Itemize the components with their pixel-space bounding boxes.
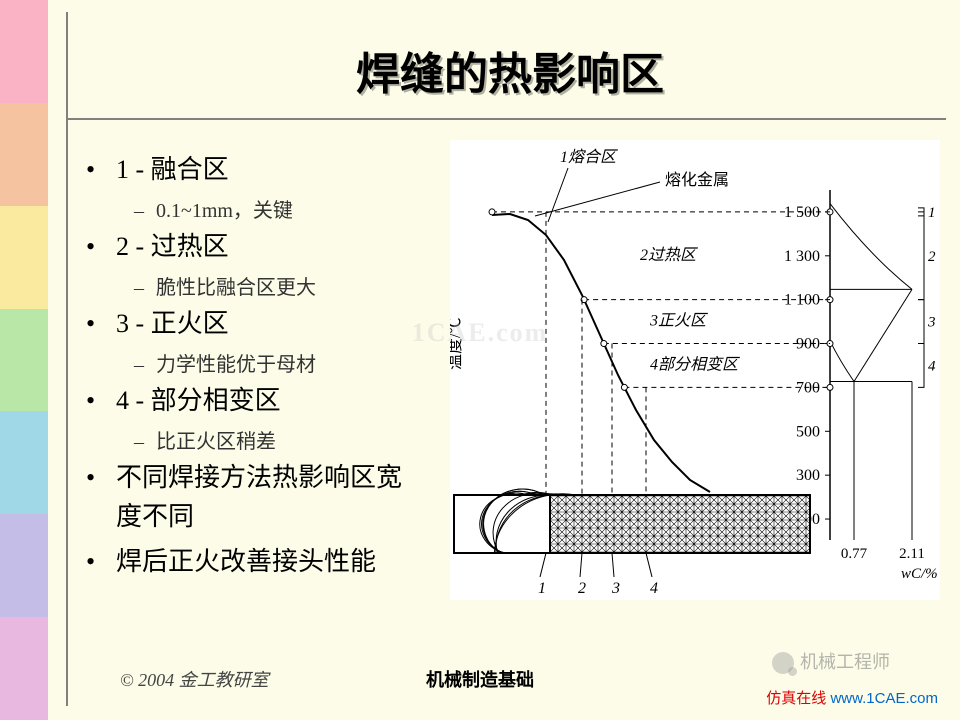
rainbow-segment <box>0 514 48 617</box>
haz-diagram: 1003005007009001 1001 3001 500温度/℃0.772.… <box>450 140 940 600</box>
bullet-label: 3 - 正火区 <box>116 304 416 343</box>
sub-list: 脆性比融合区更大 <box>134 272 436 304</box>
svg-text:3: 3 <box>611 580 620 597</box>
sub-list: 0.1~1mm，关键 <box>134 195 436 227</box>
bullet-item: 1 - 融合区 <box>86 150 436 189</box>
svg-text:0.77: 0.77 <box>841 546 868 562</box>
horizontal-rule <box>66 118 946 120</box>
svg-text:1熔合区: 1熔合区 <box>560 148 618 166</box>
svg-text:1 300: 1 300 <box>784 248 820 265</box>
svg-text:700: 700 <box>796 379 820 396</box>
rainbow-segment <box>0 206 48 309</box>
sub-list: 力学性能优于母材 <box>134 349 436 381</box>
watermark-site: 仿真在线 www.1CAE.com <box>766 687 938 708</box>
sub-item: 脆性比融合区更大 <box>134 272 436 304</box>
diagram-svg: 1003005007009001 1001 3001 500温度/℃0.772.… <box>450 140 940 600</box>
sub-item: 比正火区稍差 <box>134 426 436 458</box>
rainbow-segment <box>0 0 48 103</box>
watermark-wechat-text: 机械工程师 <box>800 652 890 672</box>
rainbow-segment <box>0 309 48 412</box>
svg-text:2: 2 <box>578 580 586 597</box>
svg-text:2.11: 2.11 <box>899 546 925 562</box>
slide: 焊缝的热影响区 1 - 融合区 0.1~1mm，关键2 - 过热区脆性比融合区更大… <box>0 0 960 720</box>
svg-text:2过热区: 2过热区 <box>640 246 698 264</box>
sub-item: 0.1~1mm，关键 <box>134 195 436 227</box>
bullet-label: 2 - 过热区 <box>116 227 416 266</box>
sub-item: 力学性能优于母材 <box>134 349 436 381</box>
bullet-item: 不同焊接方法热影响区宽度不同 <box>86 458 436 536</box>
bullet-label: 不同焊接方法热影响区宽度不同 <box>116 458 416 536</box>
bullet-content: 1 - 融合区 0.1~1mm，关键2 - 过热区脆性比融合区更大3 - 正火区力… <box>86 150 436 587</box>
rainbow-strip <box>0 0 48 720</box>
svg-text:4部分相变区: 4部分相变区 <box>650 355 740 373</box>
bullet-list: 1 - 融合区 0.1~1mm，关键2 - 过热区脆性比融合区更大3 - 正火区力… <box>86 150 436 581</box>
svg-text:3正火区: 3正火区 <box>649 312 708 330</box>
watermark-site-url: www.1CAE.com <box>830 690 938 707</box>
svg-text:1: 1 <box>538 580 546 597</box>
svg-text:温度/℃: 温度/℃ <box>450 318 464 370</box>
rainbow-segment <box>0 103 48 206</box>
svg-text:4: 4 <box>650 580 658 597</box>
bullet-label: 1 - 融合区 <box>116 150 416 189</box>
slide-title: 焊缝的热影响区 <box>80 38 940 102</box>
rainbow-segment <box>0 411 48 514</box>
wechat-icon <box>772 652 794 674</box>
watermark-wechat: 机械工程师 <box>772 648 890 674</box>
svg-text:3: 3 <box>927 315 936 331</box>
svg-text:900: 900 <box>796 336 820 353</box>
bullet-item: 2 - 过热区 <box>86 227 436 266</box>
svg-text:300: 300 <box>796 467 820 484</box>
svg-text:1: 1 <box>928 205 936 221</box>
svg-text:熔化金属: 熔化金属 <box>665 171 729 189</box>
bullet-label: 4 - 部分相变区 <box>116 381 416 420</box>
watermark-site-cn: 仿真在线 <box>766 690 826 707</box>
bullet-item: 4 - 部分相变区 <box>86 381 436 420</box>
bullet-item: 3 - 正火区 <box>86 304 436 343</box>
bullet-label: 焊后正火改善接头性能 <box>116 542 416 581</box>
sub-list: 比正火区稍差 <box>134 426 436 458</box>
svg-text:1 100: 1 100 <box>784 292 820 309</box>
svg-text:500: 500 <box>796 423 820 440</box>
svg-text:wC/%: wC/% <box>901 566 938 582</box>
svg-text:2: 2 <box>928 249 936 265</box>
bullet-item: 焊后正火改善接头性能 <box>86 542 436 581</box>
vertical-rule <box>66 12 68 706</box>
svg-text:4: 4 <box>928 358 936 374</box>
